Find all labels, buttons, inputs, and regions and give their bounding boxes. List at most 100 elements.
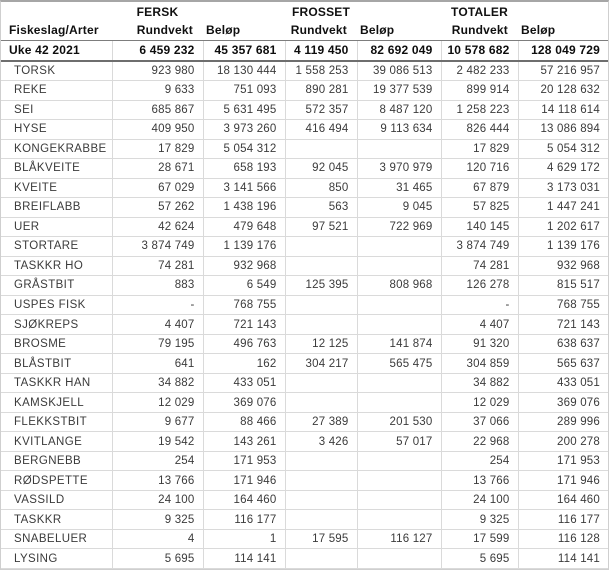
species-cell: BREIFLABB xyxy=(1,197,112,218)
table-row: SEI 685 867 5 631 495 572 357 8 487 120 1 258… xyxy=(1,100,608,121)
value-cell: 13 766 xyxy=(440,470,518,491)
value-cell: 3 426 xyxy=(284,431,357,452)
species-cell: TASKKR HAN xyxy=(1,373,112,394)
value-cell: 416 494 xyxy=(284,119,357,140)
value-cell: 304 217 xyxy=(284,353,357,374)
value-cell: 3 173 031 xyxy=(517,178,608,199)
value-cell: 74 281 xyxy=(111,256,203,277)
value-cell: 18 130 444 xyxy=(202,61,285,82)
table-row: HYSE 409 950 3 973 260 416 494 9 113 634 826 … xyxy=(1,119,608,140)
value-cell: 5 054 312 xyxy=(517,139,608,160)
value-cell: 140 145 xyxy=(440,217,518,238)
value-cell: 116 127 xyxy=(356,529,441,550)
value-cell: 164 460 xyxy=(202,490,285,511)
value-cell: 304 859 xyxy=(440,353,518,374)
summary-value-cell: 45 357 681 xyxy=(202,39,285,63)
value-cell: 31 465 xyxy=(356,178,441,199)
value-cell: 1 447 241 xyxy=(517,197,608,218)
value-cell: 162 xyxy=(202,353,285,374)
value-cell: 17 595 xyxy=(284,529,357,550)
summary-value-cell: 128 049 729 xyxy=(517,39,608,63)
value-cell: 4 407 xyxy=(111,314,203,335)
value-cell: 3 874 749 xyxy=(440,236,518,257)
value-cell xyxy=(356,314,441,335)
value-cell: 479 648 xyxy=(202,217,285,238)
value-cell: 114 141 xyxy=(517,548,608,569)
value-cell: 57 825 xyxy=(440,197,518,218)
table-row: LYSING 5 695 114 141 5 695 114 141 xyxy=(1,548,608,569)
column-header-species: Fiskeslag/Arter xyxy=(9,23,99,38)
table-row: SJØKREPS 4 407 721 143 4 407 721 143 xyxy=(1,314,608,335)
value-cell: 5 695 xyxy=(440,548,518,569)
value-cell: 57 262 xyxy=(111,197,203,218)
value-cell: 932 968 xyxy=(517,256,608,277)
species-cell: TASKKR xyxy=(1,509,112,530)
value-cell: 17 829 xyxy=(111,139,203,160)
summary-value-cell: 4 119 450 xyxy=(284,39,357,63)
table-row: GRÅSTBIT 883 6 549 125 395 808 968 126 278 815… xyxy=(1,275,608,296)
value-cell: 638 637 xyxy=(517,334,608,355)
value-cell: 57 216 957 xyxy=(517,61,608,82)
value-cell xyxy=(356,470,441,491)
value-cell: 91 320 xyxy=(440,334,518,355)
value-cell: 34 882 xyxy=(111,373,203,394)
table-row: TORSK 923 980 18 130 444 1 558 253 39 086 51… xyxy=(1,61,608,82)
value-cell: 641 xyxy=(111,353,203,374)
table-row: KONGEKRABBE 17 829 5 054 312 17 829 5 054 31… xyxy=(1,139,608,160)
group-header-spacer xyxy=(518,2,608,21)
value-cell xyxy=(356,256,441,277)
value-cell: 12 029 xyxy=(440,392,518,413)
value-cell: 369 076 xyxy=(517,392,608,413)
table-row: STORTARE 3 874 749 1 139 176 3 874 749 1 139… xyxy=(1,236,608,257)
table-row: FLEKKSTBIT 9 677 88 466 27 389 201 530 37 066… xyxy=(1,412,608,433)
value-cell xyxy=(284,392,357,413)
value-cell: 932 968 xyxy=(202,256,285,277)
table-body: TORSK 923 980 18 130 444 1 558 253 39 086 51… xyxy=(1,61,608,569)
value-cell: 721 143 xyxy=(202,314,285,335)
value-cell: 57 017 xyxy=(356,431,441,452)
table-row: REKE 9 633 751 093 890 281 19 377 539 899 914… xyxy=(1,80,608,101)
value-cell: 67 029 xyxy=(111,178,203,199)
summary-value-cell: 6 459 232 xyxy=(111,39,203,63)
value-cell xyxy=(284,509,357,530)
value-cell: 572 357 xyxy=(284,100,357,121)
value-cell: 116 177 xyxy=(202,509,285,530)
value-cell: 19 377 539 xyxy=(356,80,441,101)
value-cell xyxy=(356,548,441,569)
value-cell: 433 051 xyxy=(517,373,608,394)
species-cell: REKE xyxy=(1,80,112,101)
species-cell: RØDSPETTE xyxy=(1,470,112,491)
species-cell: GRÅSTBIT xyxy=(1,275,112,296)
value-cell: 815 517 xyxy=(517,275,608,296)
value-cell: 3 973 260 xyxy=(202,119,285,140)
value-cell: 5 054 312 xyxy=(202,139,285,160)
species-cell: STORTARE xyxy=(1,236,112,257)
value-cell: 9 325 xyxy=(111,509,203,530)
species-cell: SNABELUER xyxy=(1,529,112,550)
value-cell: 563 xyxy=(284,197,357,218)
value-cell: 17 599 xyxy=(440,529,518,550)
value-cell xyxy=(356,392,441,413)
value-cell: 17 829 xyxy=(440,139,518,160)
value-cell: 116 177 xyxy=(517,509,608,530)
value-cell: 20 128 632 xyxy=(517,80,608,101)
value-cell: 1 139 176 xyxy=(202,236,285,257)
value-cell: 42 624 xyxy=(111,217,203,238)
value-cell: 1 xyxy=(202,529,285,550)
value-cell: 8 487 120 xyxy=(356,100,441,121)
value-cell: 125 395 xyxy=(284,275,357,296)
value-cell: 565 475 xyxy=(356,353,441,374)
value-cell: 9 633 xyxy=(111,80,203,101)
value-cell: 37 066 xyxy=(440,412,518,433)
value-cell xyxy=(284,295,357,316)
value-cell xyxy=(284,139,357,160)
table-row: TASKKR HAN 34 882 433 051 34 882 433 051 xyxy=(1,373,608,394)
value-cell: 9 325 xyxy=(440,509,518,530)
value-cell: 22 968 xyxy=(440,431,518,452)
column-header-rundvekt-fersk: Rundvekt xyxy=(136,23,193,38)
species-cell: BROSME xyxy=(1,334,112,355)
value-cell: 4 407 xyxy=(440,314,518,335)
value-cell: 1 139 176 xyxy=(517,236,608,257)
